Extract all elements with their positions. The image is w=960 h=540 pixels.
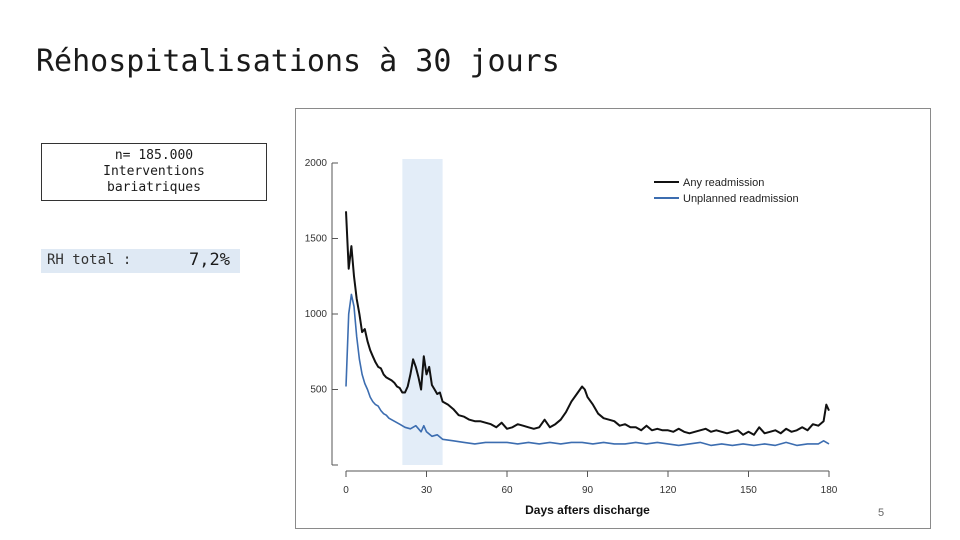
y-tick-label: 1500	[305, 234, 328, 245]
x-tick-label: 120	[660, 485, 677, 496]
readmission-chart: 500 1000 1500 2000 0 30 60 90 120 150 180 Days afte…	[305, 158, 838, 517]
series-line-any-readmission	[345, 211, 830, 436]
rh-total-label: RH total :	[47, 252, 132, 268]
chart-frame: 500 1000 1500 2000 0 30 60 90 120 150 180 Days afte…	[295, 108, 931, 529]
legend-label-any-readmission: Any readmission	[683, 177, 764, 189]
info-box-line-bariatriques: bariatriques	[107, 180, 201, 195]
y-tick-label: 500	[310, 385, 327, 396]
y-tick-label: 1000	[305, 309, 328, 320]
rh-total-row: RH total : 7,2%	[41, 249, 240, 273]
series-line-unplanned-readmission	[345, 293, 830, 447]
x-tick-label: 90	[582, 485, 594, 496]
x-tick-label: 0	[343, 485, 349, 496]
x-tick-label: 60	[501, 485, 513, 496]
rh-total-value: 7,2%	[189, 250, 230, 270]
legend-label-unplanned-readmission: Unplanned readmission	[683, 193, 799, 205]
info-box-count: n= 185.000	[114, 148, 194, 163]
info-box: n= 185.000 Interventions bariatriques	[41, 143, 267, 201]
y-tick-label: 2000	[305, 158, 328, 169]
x-axis-title: Days afters discharge	[525, 503, 650, 517]
x-tick-label: 30	[421, 485, 433, 496]
highlight-band	[402, 159, 443, 465]
slide-title: Réhospitalisations à 30 jours	[36, 44, 560, 79]
info-box-line-interventions: Interventions	[103, 164, 205, 179]
page-number: 5	[878, 507, 885, 519]
x-tick-label: 180	[821, 485, 838, 496]
x-tick-label: 150	[740, 485, 757, 496]
